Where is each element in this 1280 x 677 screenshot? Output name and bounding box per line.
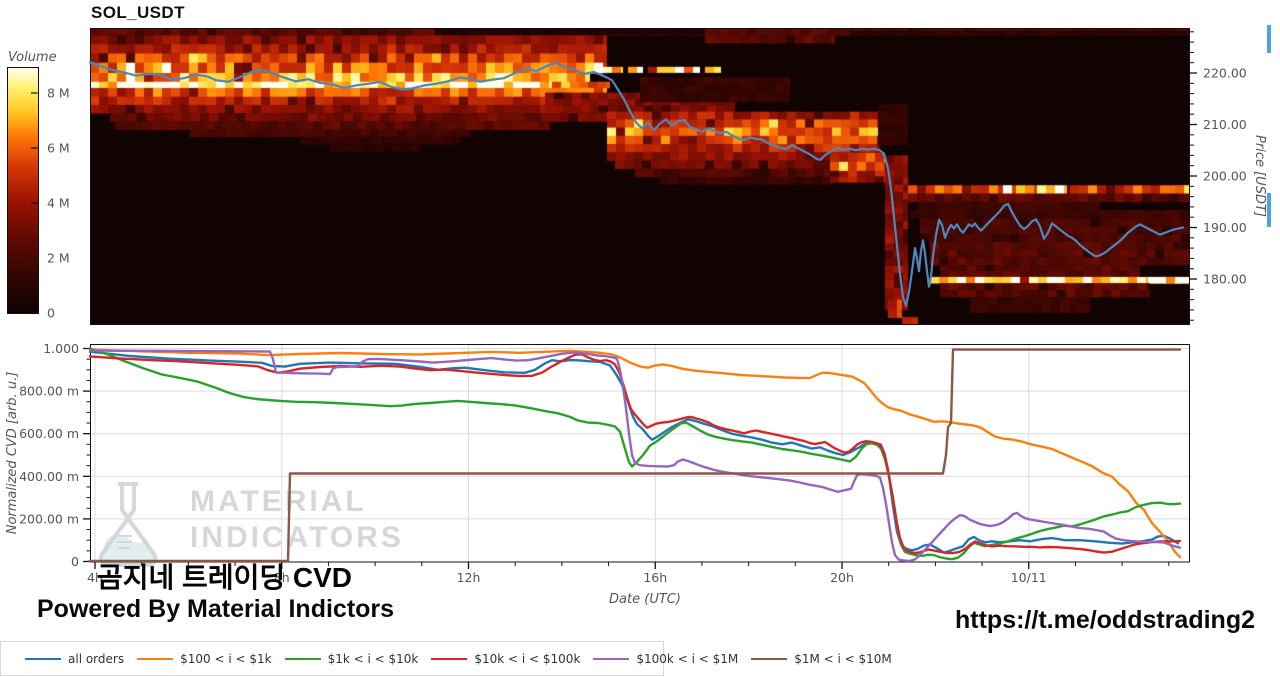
cvd-y-tick-label: 200.00 m (19, 511, 79, 526)
legend-line-swatch (593, 657, 630, 660)
y-axis-label: Normalized CVD [arb. u.] (5, 372, 20, 535)
legend-line-swatch (751, 657, 788, 660)
telegram-link[interactable]: https://t.me/oddstrading2 (955, 606, 1255, 634)
legend-item-label: $100 < i < $1k (180, 651, 272, 666)
cvd-y-tick-label: 400.00 m (19, 469, 79, 484)
legend-item: $1M < i < $10M (751, 652, 892, 666)
volume-colorbar (8, 68, 38, 313)
legend-item-label: all orders (68, 651, 125, 666)
legend-item-label: $10k < i < $100k (474, 651, 581, 666)
legend-item-label: $100k < i < $1M (636, 651, 739, 666)
legend-item: $10k < i < $100k (431, 652, 580, 666)
cvd-y-tick-label: 0 (71, 554, 79, 569)
legend-line-swatch (431, 657, 468, 660)
legend-item: all orders (25, 652, 124, 666)
scrollbar-marker[interactable] (1267, 25, 1271, 53)
volume-heatmap-plot (90, 28, 1190, 325)
legend-line-swatch (284, 657, 321, 660)
colorbar-tick-label: 0 (47, 306, 55, 321)
x-axis-label: Date (UTC) (609, 592, 681, 607)
overlay-korean-text: 곰지네 트레이딩 CVD (97, 562, 352, 593)
legend-box: all orders $100 < i < $1k $1k < i < $10k $1… (0, 641, 892, 676)
cvd-x-tick-label: 12h (457, 570, 481, 585)
colorbar-tick-label: 6 M (47, 141, 70, 156)
price-tick-label: 180.00 (1203, 272, 1247, 287)
colorbar-label: Volume (8, 50, 57, 65)
cvd-y-tick-label: 1.000 (43, 341, 79, 356)
price-tick-label: 220.00 (1203, 66, 1247, 81)
watermark-line2: INDICATORS (190, 521, 404, 554)
page-title: SOL_USDT (91, 3, 185, 22)
overlay-powered-by-text: Powered By Material Indictors (37, 595, 395, 623)
legend-item: $1k < i < $10k (284, 651, 419, 666)
legend-line-swatch (137, 657, 174, 660)
cvd-x-tick-label: 20h (830, 570, 854, 585)
price-tick-label: 190.00 (1203, 220, 1247, 235)
legend-item: $100k < i < $1M (593, 652, 738, 666)
scrollbar-marker[interactable] (1267, 193, 1271, 227)
colorbar-tick-label: 2 M (47, 251, 70, 266)
legend-item-label: $1M < i < $10M (794, 651, 892, 666)
cvd-y-tick-label: 600.00 m (19, 426, 79, 441)
cvd-x-tick-label: 10/11 (1011, 570, 1047, 585)
price-axis-label: Price [USDT] (1252, 135, 1267, 217)
colorbar-tick-label: 4 M (47, 196, 70, 211)
price-tick-label: 200.00 (1203, 169, 1247, 184)
price-tick-label: 210.00 (1203, 117, 1247, 132)
watermark-line1: MATERIAL (190, 485, 367, 518)
cvd-x-tick-label: 16h (643, 570, 667, 585)
legend-line-swatch (25, 657, 61, 660)
colorbar-tick-label: 8 M (47, 86, 70, 101)
legend-item: $100 < i < $1k (137, 651, 272, 666)
cvd-y-tick-label: 800.00 m (19, 384, 79, 399)
legend-item-label: $1k < i < $10k (327, 651, 419, 666)
